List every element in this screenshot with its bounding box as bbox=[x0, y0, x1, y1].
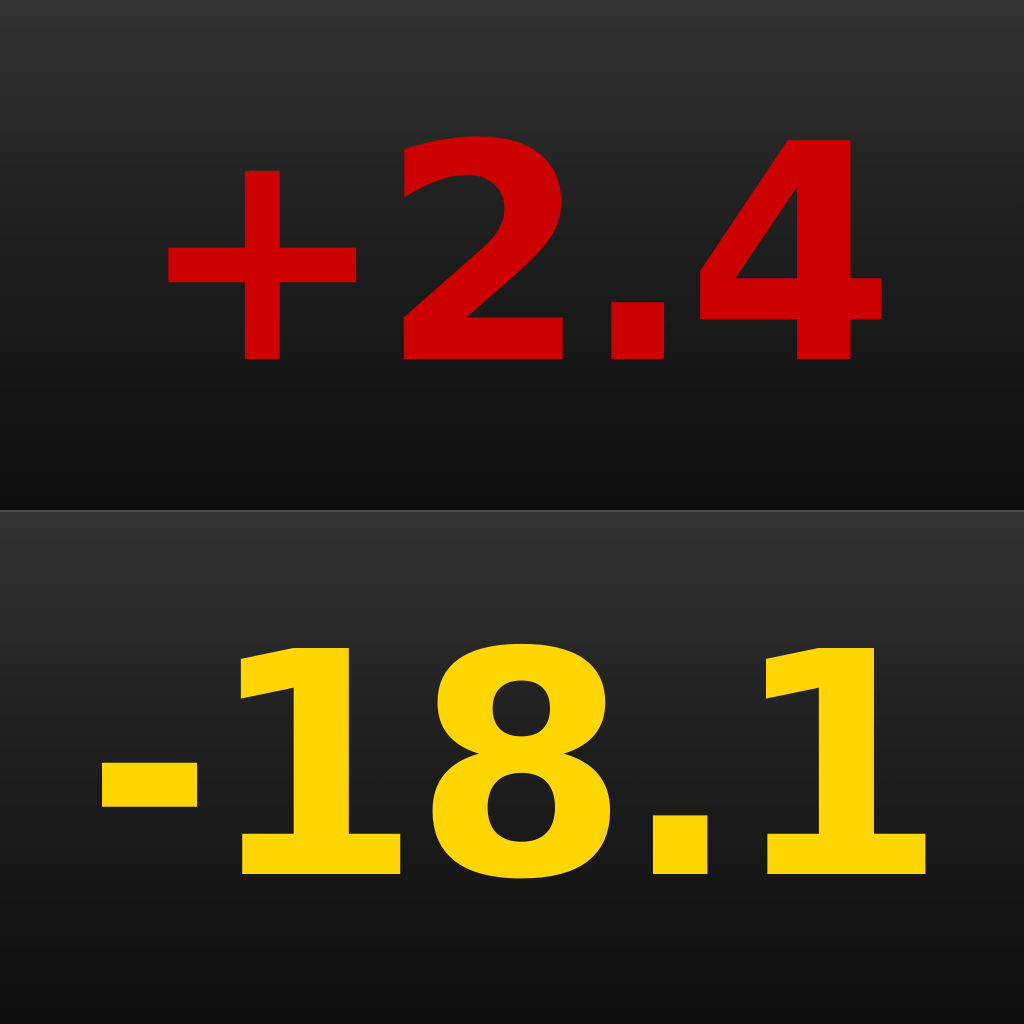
top-readout-value: +2.4 bbox=[136, 80, 896, 430]
bottom-readout-panel: -18.1 bbox=[0, 512, 1024, 1024]
bottom-readout-value: -18.1 bbox=[85, 587, 947, 948]
top-readout-panel: +2.4 bbox=[0, 0, 1024, 511]
panel-divider bbox=[0, 510, 1024, 512]
